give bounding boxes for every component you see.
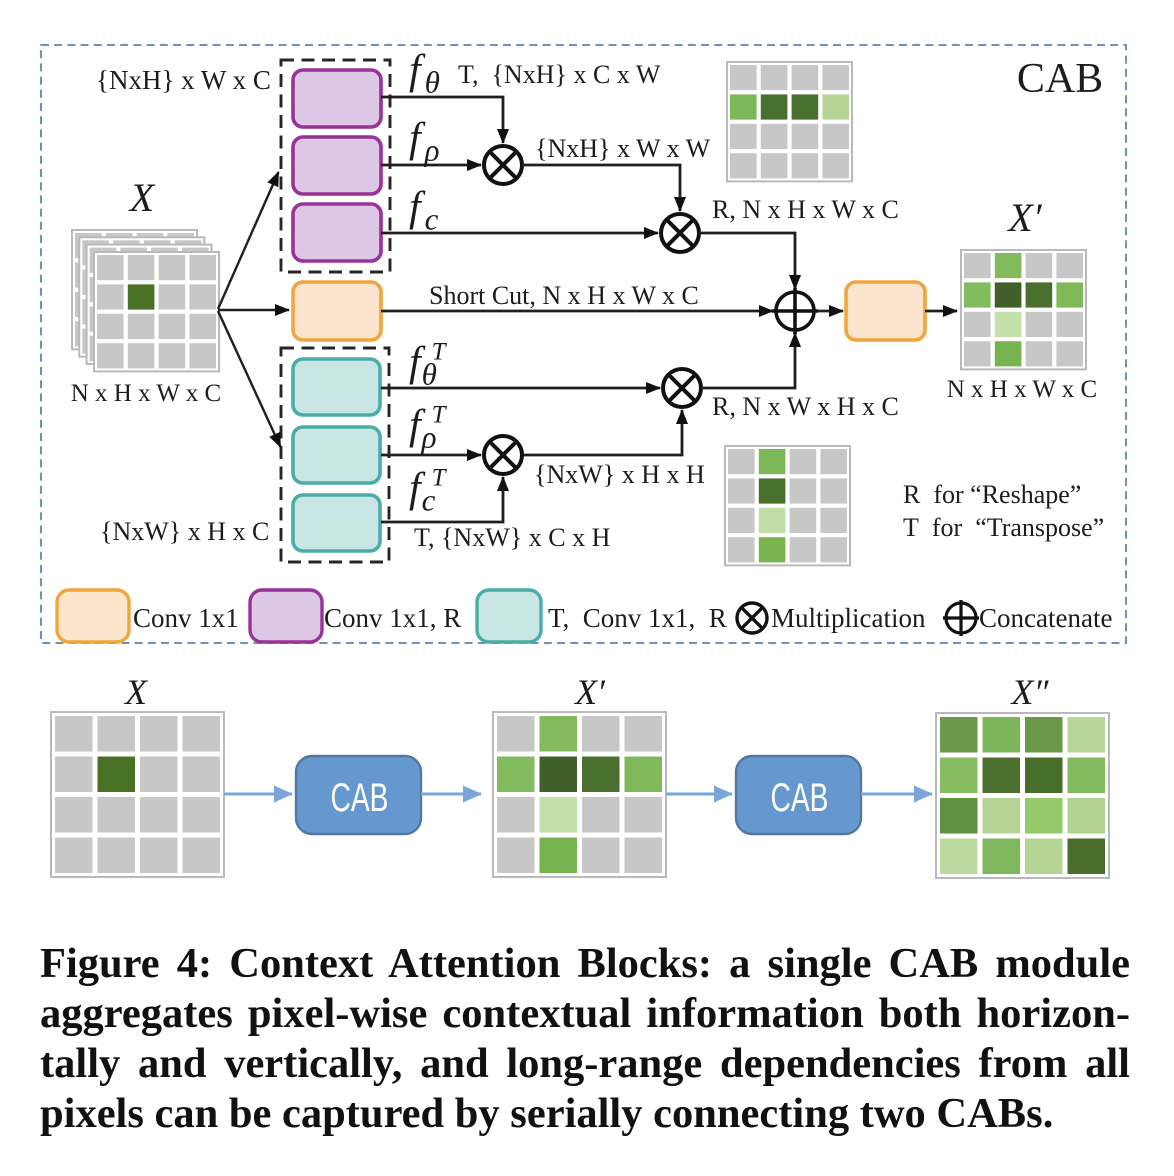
svg-text:Multiplication: Multiplication <box>771 603 926 633</box>
svg-text:CAB: CAB <box>771 776 829 820</box>
svg-text:fTθ: fTθ <box>409 339 448 392</box>
svg-text:Conv 1x1: Conv 1x1 <box>133 603 239 633</box>
svg-text:R for “Reshape”: R for “Reshape” <box>903 480 1081 509</box>
svg-text:T, Conv 1x1, R: T, Conv 1x1, R <box>548 603 727 633</box>
svg-text:Short Cut, N x H x W x C: Short Cut, N x H x W x C <box>429 281 699 310</box>
svg-text:T for “Transpose”: T for “Transpose” <box>903 513 1104 542</box>
svg-text:{NxW} x H x H: {NxW} x H x H <box>534 460 705 489</box>
svg-text:N x H x W x C: N x H x W x C <box>71 380 221 407</box>
svg-text:T, {NxH} x C x W: T, {NxH} x C x W <box>458 60 661 89</box>
svg-text:X: X <box>123 672 149 712</box>
svg-text:fρ: fρ <box>409 116 440 168</box>
svg-text:N x H x W x C: N x H x W x C <box>947 376 1097 403</box>
svg-text:{NxW} x H x C: {NxW} x H x C <box>100 517 269 546</box>
svg-text:fTc: fTc <box>409 465 448 518</box>
svg-text:X″: X″ <box>1010 672 1050 712</box>
svg-text:R, N x W x H x C: R, N x W x H x C <box>712 392 899 421</box>
svg-text:fTρ: fTρ <box>409 402 448 455</box>
svg-text:X: X <box>128 175 156 220</box>
svg-text:CAB: CAB <box>1017 56 1103 102</box>
svg-text:X′: X′ <box>573 672 606 712</box>
svg-text:{NxH} x W x C: {NxH} x W x C <box>96 65 271 95</box>
svg-text:CAB: CAB <box>331 776 389 820</box>
svg-text:Conv 1x1, R: Conv 1x1, R <box>324 603 461 633</box>
svg-text:fθ: fθ <box>409 48 440 100</box>
svg-text:Concatenate: Concatenate <box>979 603 1112 633</box>
svg-text:fc: fc <box>409 185 439 237</box>
svg-text:{NxH} x W x W: {NxH} x W x W <box>535 134 711 163</box>
svg-text:R, N x H x W x C: R, N x H x W x C <box>712 195 899 224</box>
svg-text:X′: X′ <box>1006 195 1042 240</box>
svg-text:T, {NxW} x C x H: T, {NxW} x C x H <box>414 523 611 552</box>
